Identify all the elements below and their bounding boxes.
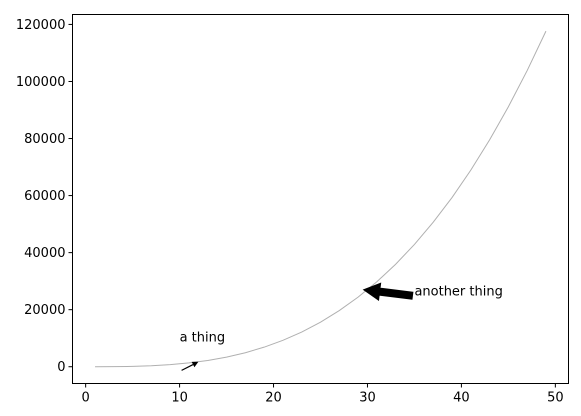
- annotation-arrow-line: [181, 363, 194, 371]
- y-tick-label: 0: [57, 360, 65, 375]
- x-tick-label: 40: [453, 391, 470, 406]
- annotation: a thing: [180, 330, 226, 371]
- y-tick-label: 120000: [16, 18, 66, 33]
- y-tick-label: 60000: [24, 189, 65, 204]
- y-tick-label: 80000: [24, 132, 65, 147]
- y-axis: 0 20000 40000 60000 80000 100000 120000: [16, 18, 73, 375]
- annotation-label: another thing: [414, 285, 502, 300]
- annotation-arrow-fat: [362, 282, 414, 301]
- x-tick-label: 50: [547, 391, 564, 406]
- y-tick-label: 40000: [24, 246, 65, 261]
- annotation-label: a thing: [180, 330, 226, 345]
- annotation: another thing: [362, 282, 503, 301]
- annotation-arrow-head: [191, 361, 199, 368]
- y-tick-label: 20000: [24, 303, 65, 318]
- x-tick-label: 20: [265, 391, 282, 406]
- plot-frame: [72, 14, 569, 384]
- plot-area: [72, 14, 569, 384]
- series-layer: [95, 30, 547, 368]
- x-tick-label: 10: [171, 391, 188, 406]
- y-tick-label: 100000: [16, 75, 66, 90]
- x-tick-label: 0: [82, 391, 90, 406]
- x-tick-label: 30: [359, 391, 376, 406]
- annotation-layer: a thing another thing: [180, 282, 503, 371]
- x-axis: 0 10 20 30 40 50: [82, 383, 564, 406]
- series-line: [95, 30, 547, 368]
